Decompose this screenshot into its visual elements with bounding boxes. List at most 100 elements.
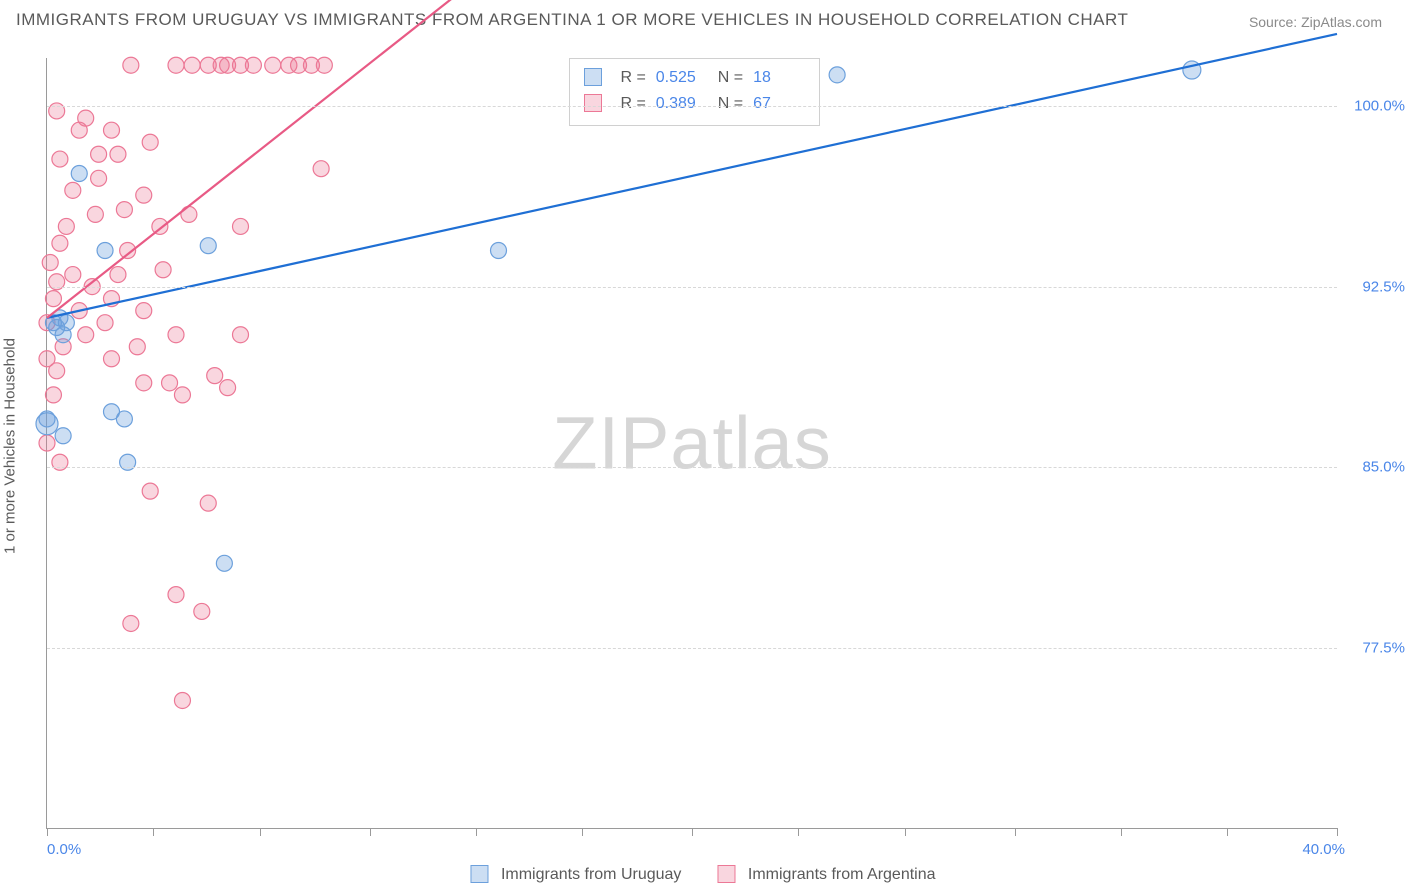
x-tick bbox=[260, 828, 261, 836]
data-point bbox=[200, 495, 216, 511]
x-tick bbox=[1337, 828, 1338, 836]
data-point bbox=[233, 327, 249, 343]
data-point bbox=[216, 555, 232, 571]
data-point bbox=[123, 615, 139, 631]
data-point bbox=[110, 267, 126, 283]
data-point bbox=[142, 134, 158, 150]
data-point bbox=[52, 151, 68, 167]
data-point bbox=[78, 327, 94, 343]
data-point bbox=[97, 243, 113, 259]
data-point bbox=[65, 182, 81, 198]
data-point bbox=[491, 243, 507, 259]
y-axis-label: 1 or more Vehicles in Household bbox=[2, 338, 19, 554]
swatch-b-icon bbox=[717, 865, 735, 883]
data-point bbox=[155, 262, 171, 278]
r-label: R = bbox=[620, 91, 645, 117]
data-point bbox=[97, 315, 113, 331]
data-point bbox=[116, 202, 132, 218]
data-point bbox=[58, 218, 74, 234]
data-point bbox=[91, 170, 107, 186]
data-point bbox=[136, 187, 152, 203]
data-point bbox=[52, 235, 68, 251]
data-point bbox=[245, 57, 261, 73]
legend-item-b: Immigrants from Argentina bbox=[717, 866, 935, 884]
gridline bbox=[47, 648, 1337, 649]
data-point bbox=[162, 375, 178, 391]
data-point bbox=[220, 380, 236, 396]
x-tick-label: 0.0% bbox=[47, 841, 81, 858]
swatch-b-icon bbox=[584, 94, 602, 112]
x-tick bbox=[153, 828, 154, 836]
data-point bbox=[168, 327, 184, 343]
y-tick-label: 77.5% bbox=[1345, 639, 1405, 656]
x-tick-label: 40.0% bbox=[1302, 841, 1345, 858]
data-point bbox=[184, 57, 200, 73]
y-tick-label: 100.0% bbox=[1345, 98, 1405, 115]
x-tick bbox=[1121, 828, 1122, 836]
gridline bbox=[47, 467, 1337, 468]
stats-row-a: R = 0.525 N = 18 bbox=[584, 65, 805, 91]
data-point bbox=[104, 351, 120, 367]
r-value-b: 0.389 bbox=[656, 91, 708, 117]
x-tick bbox=[582, 828, 583, 836]
data-point bbox=[207, 368, 223, 384]
data-point bbox=[39, 435, 55, 451]
n-label: N = bbox=[718, 65, 743, 91]
data-point bbox=[174, 692, 190, 708]
x-tick bbox=[692, 828, 693, 836]
x-tick bbox=[476, 828, 477, 836]
y-tick-label: 85.0% bbox=[1345, 459, 1405, 476]
x-tick bbox=[798, 828, 799, 836]
x-tick bbox=[370, 828, 371, 836]
data-point bbox=[65, 267, 81, 283]
data-point bbox=[233, 218, 249, 234]
y-tick-label: 92.5% bbox=[1345, 278, 1405, 295]
x-tick bbox=[1015, 828, 1016, 836]
data-point bbox=[104, 122, 120, 138]
data-point bbox=[42, 255, 58, 271]
r-label: R = bbox=[620, 65, 645, 91]
data-point bbox=[316, 57, 332, 73]
data-point bbox=[136, 375, 152, 391]
n-value-a: 18 bbox=[753, 65, 805, 91]
stats-box: R = 0.525 N = 18 R = 0.389 N = 67 bbox=[569, 58, 820, 126]
legend-bottom: Immigrants from Uruguay Immigrants from … bbox=[470, 866, 935, 884]
data-point bbox=[71, 166, 87, 182]
x-tick bbox=[905, 828, 906, 836]
chart-svg bbox=[47, 58, 1337, 828]
data-point bbox=[110, 146, 126, 162]
legend-label-b: Immigrants from Argentina bbox=[748, 866, 936, 883]
data-point bbox=[55, 428, 71, 444]
n-label: N = bbox=[718, 91, 743, 117]
data-point bbox=[174, 387, 190, 403]
legend-item-a: Immigrants from Uruguay bbox=[470, 866, 681, 884]
gridline bbox=[47, 287, 1337, 288]
data-point bbox=[136, 303, 152, 319]
plot-area: ZIPatlas R = 0.525 N = 18 R = 0.389 N = … bbox=[46, 58, 1337, 829]
swatch-a-icon bbox=[470, 865, 488, 883]
data-point bbox=[181, 206, 197, 222]
data-point bbox=[87, 206, 103, 222]
data-point bbox=[49, 363, 65, 379]
data-point bbox=[313, 161, 329, 177]
data-point bbox=[129, 339, 145, 355]
r-value-a: 0.525 bbox=[656, 65, 708, 91]
legend-label-a: Immigrants from Uruguay bbox=[501, 866, 682, 883]
data-point bbox=[194, 603, 210, 619]
n-value-b: 67 bbox=[753, 91, 805, 117]
data-point bbox=[55, 327, 71, 343]
data-point bbox=[168, 587, 184, 603]
data-point bbox=[45, 291, 61, 307]
stats-row-b: R = 0.389 N = 67 bbox=[584, 91, 805, 117]
data-point bbox=[116, 411, 132, 427]
data-point bbox=[78, 110, 94, 126]
x-tick bbox=[1227, 828, 1228, 836]
chart-container: IMMIGRANTS FROM URUGUAY VS IMMIGRANTS FR… bbox=[0, 0, 1406, 892]
data-point bbox=[45, 387, 61, 403]
data-point bbox=[265, 57, 281, 73]
gridline bbox=[47, 106, 1337, 107]
chart-title: IMMIGRANTS FROM URUGUAY VS IMMIGRANTS FR… bbox=[16, 10, 1128, 30]
data-point bbox=[200, 238, 216, 254]
data-point bbox=[168, 57, 184, 73]
data-point bbox=[39, 411, 55, 427]
